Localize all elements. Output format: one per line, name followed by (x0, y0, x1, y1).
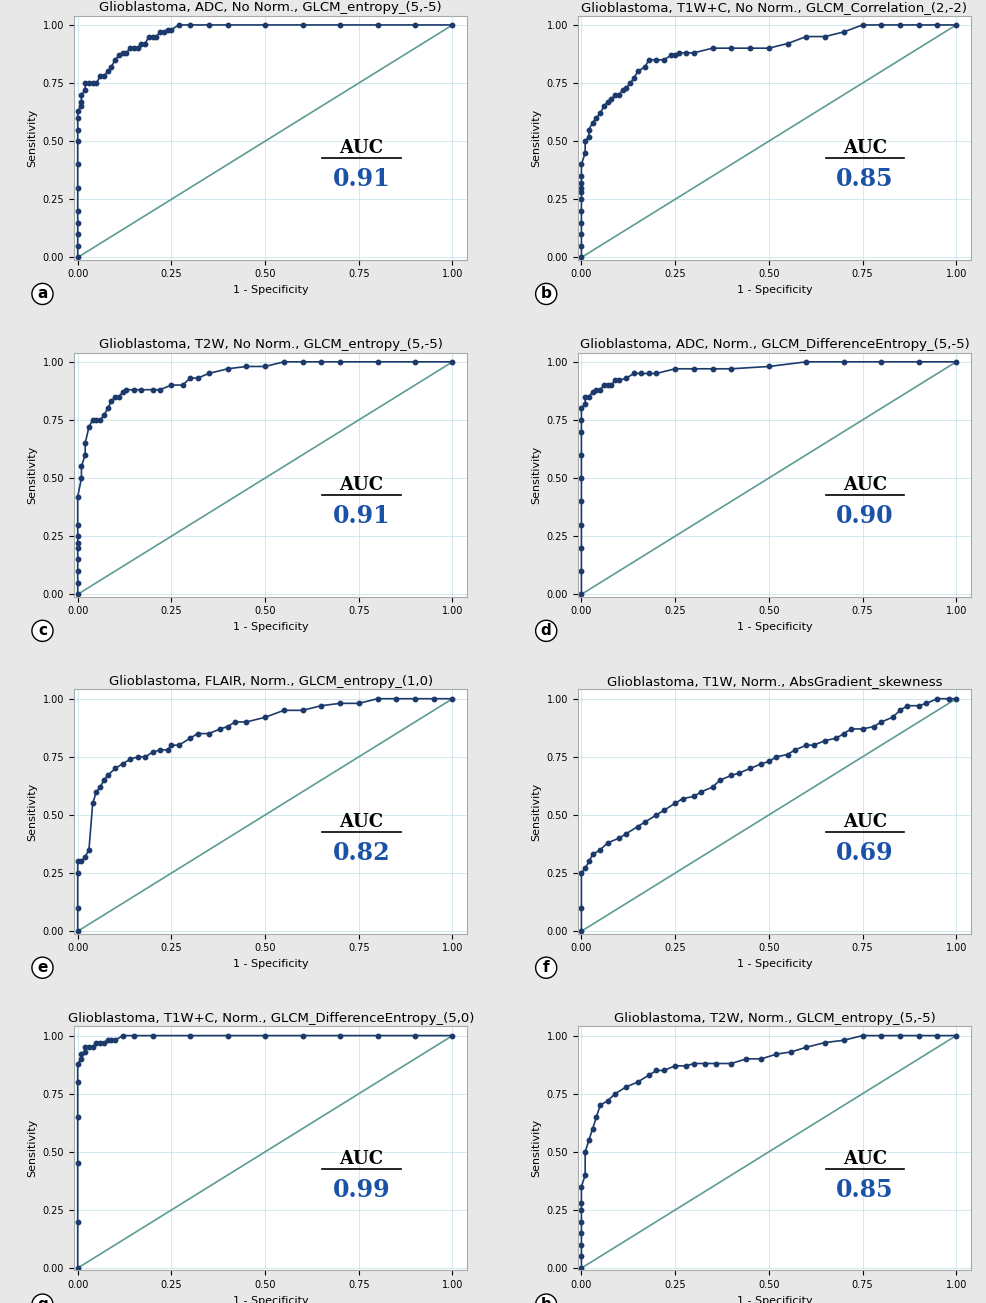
Title: Glioblastoma, T1W+C, Norm., GLCM_DifferenceEntropy_(5,0): Glioblastoma, T1W+C, Norm., GLCM_Differe… (67, 1012, 474, 1025)
X-axis label: 1 - Specificity: 1 - Specificity (233, 622, 309, 632)
Text: AUC: AUC (843, 1149, 887, 1167)
Text: AUC: AUC (843, 813, 887, 831)
X-axis label: 1 - Specificity: 1 - Specificity (737, 959, 812, 969)
Text: 0.91: 0.91 (332, 167, 390, 192)
Text: g: g (37, 1296, 48, 1303)
Y-axis label: Sensitivity: Sensitivity (27, 446, 37, 504)
X-axis label: 1 - Specificity: 1 - Specificity (737, 1295, 812, 1303)
Title: Glioblastoma, T1W+C, No Norm., GLCM_Correlation_(2,-2): Glioblastoma, T1W+C, No Norm., GLCM_Corr… (582, 1, 967, 14)
Text: 0.90: 0.90 (836, 504, 893, 528)
Y-axis label: Sensitivity: Sensitivity (530, 446, 540, 504)
Title: Glioblastoma, FLAIR, Norm., GLCM_entropy_(1,0): Glioblastoma, FLAIR, Norm., GLCM_entropy… (108, 675, 433, 688)
X-axis label: 1 - Specificity: 1 - Specificity (233, 285, 309, 294)
Text: 0.82: 0.82 (332, 842, 390, 865)
Title: Glioblastoma, ADC, Norm., GLCM_DifferenceEntropy_(5,-5): Glioblastoma, ADC, Norm., GLCM_Differenc… (580, 339, 969, 352)
X-axis label: 1 - Specificity: 1 - Specificity (233, 959, 309, 969)
Text: b: b (540, 287, 551, 301)
X-axis label: 1 - Specificity: 1 - Specificity (737, 285, 812, 294)
Text: d: d (540, 623, 551, 638)
Y-axis label: Sensitivity: Sensitivity (530, 108, 540, 167)
Text: 0.85: 0.85 (836, 167, 893, 192)
Text: 0.99: 0.99 (332, 1178, 390, 1203)
Text: f: f (543, 960, 549, 975)
Text: AUC: AUC (339, 813, 384, 831)
Y-axis label: Sensitivity: Sensitivity (530, 1119, 540, 1178)
X-axis label: 1 - Specificity: 1 - Specificity (233, 1295, 309, 1303)
Text: e: e (37, 960, 47, 975)
Text: 0.85: 0.85 (836, 1178, 893, 1203)
Title: Glioblastoma, T2W, No Norm., GLCM_entropy_(5,-5): Glioblastoma, T2W, No Norm., GLCM_entrop… (99, 339, 443, 352)
Y-axis label: Sensitivity: Sensitivity (530, 782, 540, 840)
Text: h: h (540, 1296, 551, 1303)
Text: 0.91: 0.91 (332, 504, 390, 528)
X-axis label: 1 - Specificity: 1 - Specificity (737, 622, 812, 632)
Text: 0.69: 0.69 (836, 842, 893, 865)
Title: Glioblastoma, T2W, Norm., GLCM_entropy_(5,-5): Glioblastoma, T2W, Norm., GLCM_entropy_(… (613, 1012, 936, 1025)
Title: Glioblastoma, T1W, Norm., AbsGradient_skewness: Glioblastoma, T1W, Norm., AbsGradient_sk… (606, 675, 943, 688)
Text: c: c (38, 623, 47, 638)
Text: AUC: AUC (843, 476, 887, 494)
Text: AUC: AUC (339, 476, 384, 494)
Y-axis label: Sensitivity: Sensitivity (27, 782, 37, 840)
Text: AUC: AUC (339, 1149, 384, 1167)
Text: AUC: AUC (843, 139, 887, 158)
Y-axis label: Sensitivity: Sensitivity (27, 1119, 37, 1178)
Text: AUC: AUC (339, 139, 384, 158)
Title: Glioblastoma, ADC, No Norm., GLCM_entropy_(5,-5): Glioblastoma, ADC, No Norm., GLCM_entrop… (100, 1, 442, 14)
Text: a: a (37, 287, 47, 301)
Y-axis label: Sensitivity: Sensitivity (27, 108, 37, 167)
